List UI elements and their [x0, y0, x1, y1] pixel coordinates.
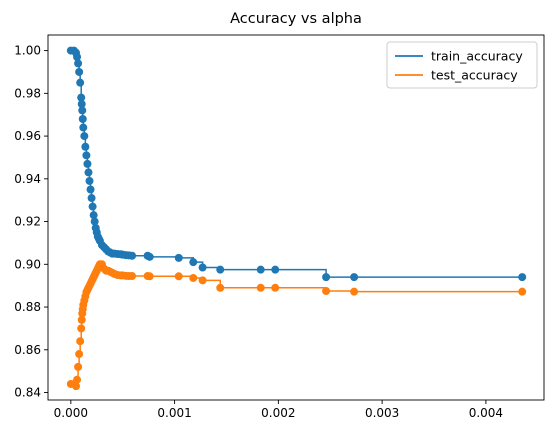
y-tick-label: 0.96 — [14, 129, 41, 143]
data-point-test_accuracy — [198, 276, 207, 285]
data-point-train_accuracy — [216, 265, 225, 274]
data-point-test_accuracy — [77, 315, 86, 324]
legend-label-test_accuracy: test_accuracy — [431, 68, 518, 83]
y-axis: 0.84 0.86 0.88 0.90 0.92 0.94 0.96 0.98 1.00 — [14, 44, 48, 400]
data-point-test_accuracy — [145, 272, 154, 281]
y-tick-label: 0.98 — [14, 86, 41, 100]
data-point-train_accuracy — [88, 202, 97, 211]
data-point-train_accuracy — [76, 78, 85, 87]
data-point-train_accuracy — [86, 185, 95, 194]
y-tick-label: 0.92 — [14, 215, 41, 229]
data-point-test_accuracy — [271, 283, 280, 292]
data-point-test_accuracy — [518, 287, 527, 296]
data-point-test_accuracy — [72, 382, 81, 391]
data-point-train_accuracy — [145, 252, 154, 261]
data-point-train_accuracy — [89, 211, 98, 220]
x-axis: 0.000 0.001 0.002 0.003 0.004 — [54, 400, 503, 420]
data-point-test_accuracy — [76, 337, 85, 346]
x-tick-label: 0.003 — [365, 406, 399, 420]
x-tick-label: 0.001 — [157, 406, 191, 420]
data-point-train_accuracy — [322, 273, 331, 282]
x-tick-label: 0.000 — [54, 406, 88, 420]
data-point-train_accuracy — [73, 53, 82, 62]
x-tick-label: 0.002 — [261, 406, 295, 420]
data-point-train_accuracy — [78, 106, 87, 115]
data-point-train_accuracy — [81, 142, 90, 151]
y-tick-label: 0.84 — [14, 386, 41, 400]
data-point-test_accuracy — [216, 283, 225, 292]
data-point-train_accuracy — [77, 93, 86, 102]
data-point-train_accuracy — [78, 114, 87, 123]
data-point-train_accuracy — [189, 258, 198, 267]
y-tick-label: 0.88 — [14, 300, 41, 314]
data-point-train_accuracy — [75, 67, 84, 76]
series-line-test_accuracy — [70, 263, 523, 387]
data-point-train_accuracy — [85, 176, 94, 185]
x-tick-label: 0.004 — [469, 406, 503, 420]
data-point-train_accuracy — [87, 194, 96, 203]
data-point-test_accuracy — [77, 324, 86, 333]
data-point-train_accuracy — [82, 151, 91, 160]
chart-title: Accuracy vs alpha — [230, 11, 362, 27]
data-point-train_accuracy — [271, 265, 280, 274]
data-point-train_accuracy — [90, 217, 99, 226]
data-point-train_accuracy — [79, 123, 88, 132]
data-point-train_accuracy — [198, 263, 207, 272]
legend-box — [386, 41, 538, 89]
legend: train_accuracy test_accuracy — [386, 41, 538, 89]
y-tick-label: 0.86 — [14, 343, 41, 357]
data-point-train_accuracy — [518, 273, 527, 282]
data-point-train_accuracy — [83, 159, 92, 168]
axes-frame — [47, 34, 545, 401]
data-point-test_accuracy — [75, 350, 84, 359]
y-tick-label: 0.94 — [14, 172, 41, 186]
plot-area — [66, 46, 527, 391]
data-point-train_accuracy — [77, 100, 86, 109]
y-tick-label: 0.90 — [14, 257, 41, 271]
data-point-test_accuracy — [256, 283, 265, 292]
data-point-test_accuracy — [73, 375, 82, 384]
data-point-test_accuracy — [350, 287, 359, 296]
data-point-train_accuracy — [174, 253, 183, 262]
data-point-test_accuracy — [189, 273, 198, 282]
y-tick-label: 1.00 — [14, 44, 41, 58]
legend-label-train_accuracy: train_accuracy — [431, 49, 523, 64]
data-point-train_accuracy — [74, 59, 83, 68]
data-point-train_accuracy — [80, 132, 89, 141]
data-point-train_accuracy — [84, 168, 93, 177]
data-point-train_accuracy — [256, 265, 265, 274]
data-point-train_accuracy — [350, 273, 359, 282]
data-point-test_accuracy — [174, 272, 183, 281]
data-point-test_accuracy — [322, 287, 331, 296]
data-point-test_accuracy — [74, 362, 83, 371]
data-point-train_accuracy — [128, 251, 137, 260]
data-point-test_accuracy — [128, 272, 137, 281]
